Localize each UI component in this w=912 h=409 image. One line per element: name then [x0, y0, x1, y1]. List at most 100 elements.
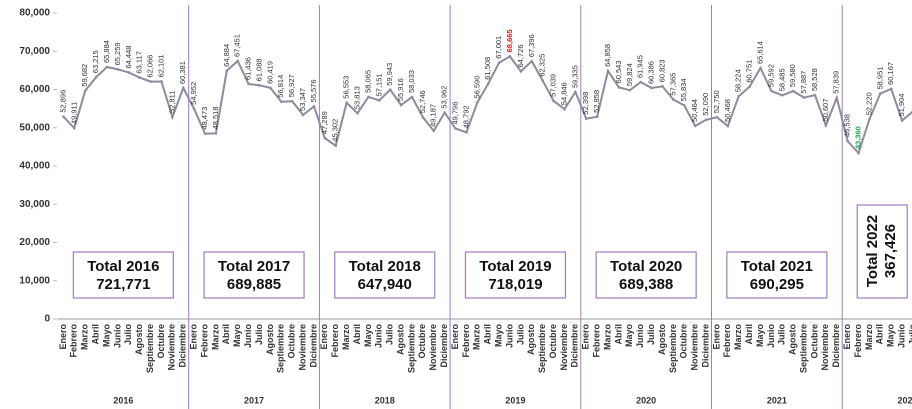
month-label: Septiembre [798, 324, 808, 373]
point [650, 86, 653, 90]
month-label: Agosto [395, 324, 405, 355]
month-label: Abril [90, 324, 100, 345]
month-label: Diciembre [700, 324, 710, 368]
point [290, 99, 294, 103]
point [552, 99, 555, 103]
point [345, 101, 348, 104]
value-label: 58,224 [734, 69, 743, 92]
value-label: 48,473 [200, 107, 209, 130]
value-label: 60,823 [657, 59, 666, 82]
value-label: 60,543 [614, 60, 623, 83]
month-label: Enero [450, 324, 460, 350]
month-label: Septiembre [406, 324, 416, 373]
total-value: 721,771 [96, 276, 150, 293]
total-title: Total 2018 [349, 258, 421, 275]
value-label: 55,834 [679, 78, 688, 101]
month-label: Mayo [101, 324, 111, 348]
total-box [595, 251, 697, 299]
point [835, 96, 839, 100]
year-label: 2017 [244, 395, 264, 405]
value-label: 53,962 [440, 86, 449, 109]
point [791, 89, 795, 93]
month-label: Junio [766, 323, 776, 348]
value-label: 64,448 [124, 46, 133, 69]
value-label: 65,884 [102, 40, 111, 63]
month-label: Octubre [287, 324, 297, 359]
total-value: 647,940 [358, 276, 412, 293]
value-label: 59,592 [766, 64, 775, 87]
y-tick-label: 30,000 [19, 199, 50, 210]
month-label: Julio [777, 324, 787, 346]
point [138, 76, 141, 79]
value-label: 59,682 [80, 64, 89, 87]
month-label: Abril [483, 324, 493, 345]
month-label: Marzo [733, 324, 743, 351]
value-label: 63,117 [135, 51, 144, 73]
point [508, 55, 512, 58]
point [497, 61, 501, 65]
month-label: Marzo [602, 324, 612, 351]
total-value: 689,885 [227, 276, 281, 293]
month-label: Marzo [472, 324, 482, 351]
value-label: 52,896 [58, 90, 67, 113]
point [737, 94, 741, 98]
value-label: 54,952 [189, 82, 198, 105]
point [105, 65, 109, 69]
point [171, 115, 174, 119]
month-label: Octubre [809, 324, 819, 359]
point [519, 70, 523, 73]
value-label: 60,386 [647, 61, 656, 84]
month-label: Enero [842, 324, 852, 350]
value-label: 57,887 [799, 71, 808, 94]
value-label: 57,039 [549, 74, 558, 97]
total-box [856, 204, 908, 299]
point [628, 88, 632, 92]
y-tick-label: 20,000 [19, 237, 50, 248]
month-label: Julio [254, 324, 264, 346]
point [312, 105, 316, 108]
point [454, 127, 457, 130]
month-label: Abril [875, 324, 885, 345]
point [770, 89, 773, 93]
value-label: 56,927 [287, 74, 296, 97]
value-label: 55,916 [396, 78, 405, 101]
month-label: Octubre [679, 324, 689, 359]
value-label: 67,451 [233, 34, 242, 57]
value-label: 59,580 [788, 64, 797, 87]
value-label: 61,508 [483, 57, 492, 80]
point [116, 68, 120, 71]
point [399, 103, 403, 107]
point [94, 75, 98, 79]
month-label: Noviembre [690, 324, 700, 371]
total-title: Total 2017 [218, 258, 290, 275]
point [617, 86, 621, 89]
total-title: Total 2019 [479, 258, 551, 275]
point [900, 119, 904, 122]
point [247, 82, 250, 86]
value-label: 53,813 [353, 86, 362, 109]
value-label: 57,151 [374, 73, 383, 96]
point [279, 100, 283, 103]
total-title: Total 2021 [741, 258, 813, 275]
point [269, 86, 272, 90]
month-label: Julio [385, 324, 395, 346]
value-label: 61,945 [636, 55, 645, 78]
month-label: Junio [896, 323, 906, 348]
value-label: 43,360 [854, 126, 863, 149]
point [334, 144, 338, 148]
value-label: 62,066 [146, 55, 155, 78]
point [225, 69, 229, 73]
month-label: Abril [221, 324, 231, 345]
month-label: Febrero [722, 324, 732, 358]
year-label: 2016 [113, 395, 133, 405]
total-value: 690,295 [750, 276, 804, 293]
value-label: 67,396 [527, 34, 536, 57]
value-label: 62,101 [156, 55, 165, 78]
value-label: 52,811 [167, 91, 176, 113]
point [639, 80, 643, 84]
month-label: Noviembre [428, 324, 438, 371]
month-label: Septiembre [537, 324, 547, 373]
value-label: 62,325 [538, 54, 547, 77]
value-label: 65,259 [113, 42, 122, 65]
month-label: Enero [189, 324, 199, 350]
